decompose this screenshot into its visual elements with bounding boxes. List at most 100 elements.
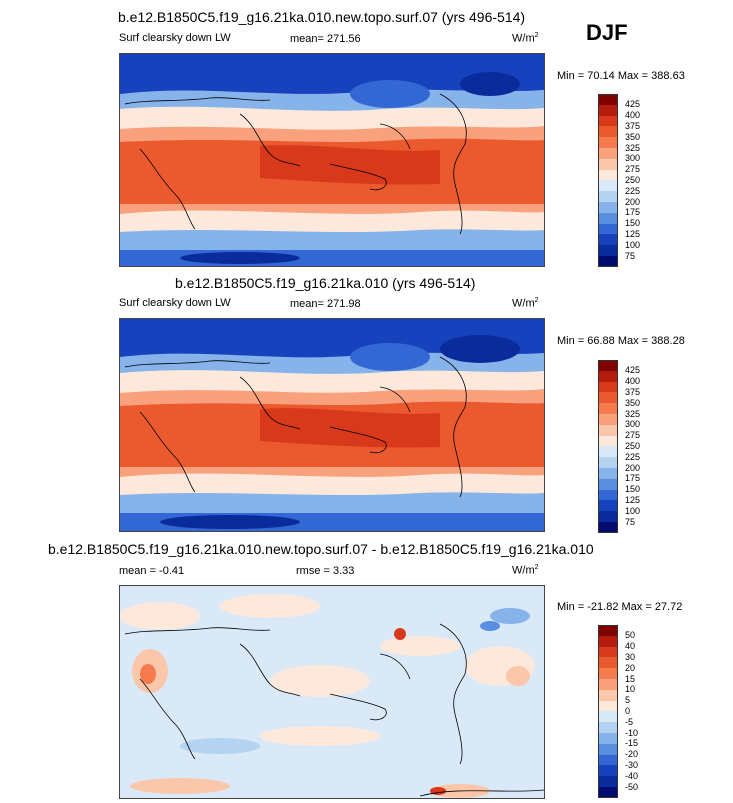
- colorbar-tick-label: 50: [625, 630, 636, 641]
- colorbar-tick-label: -20: [625, 749, 639, 760]
- colorbar-tick-label: 425: [625, 365, 641, 376]
- colorbar-segment: [598, 786, 618, 798]
- colorbar-tick-label: 175: [625, 207, 641, 218]
- colorbar-tick-label: 300: [625, 419, 641, 430]
- colorbar-tick-label: 15: [625, 673, 636, 684]
- colorbar-segment: [598, 732, 618, 744]
- colorbar-segment: [598, 413, 618, 425]
- panel3-map: [119, 585, 545, 799]
- colorbar-segment: [598, 115, 618, 127]
- colorbar-tick-label: 75: [625, 516, 636, 527]
- colorbar-segment: [598, 489, 618, 501]
- colorbar-segment: [598, 743, 618, 755]
- season-label: DJF: [586, 20, 628, 45]
- colorbar-tick-label: 375: [625, 386, 641, 397]
- colorbar-segment: [598, 212, 618, 224]
- panel1-minmax: Min = 70.14 Max = 388.63: [557, 70, 685, 82]
- colorbar-tick-label: -50: [625, 781, 639, 792]
- colorbar-tick-label: 20: [625, 662, 636, 673]
- colorbar-tick-label: 275: [625, 430, 641, 441]
- panel3-title: b.e12.B1850C5.f19_g16.21ka.010.new.topo.…: [48, 541, 594, 557]
- colorbar-segment: [598, 511, 618, 522]
- colorbar-segment: [598, 201, 618, 213]
- colorbar-tick-label: 350: [625, 397, 641, 408]
- colorbar-segment: [598, 180, 618, 192]
- colorbar-tick-label: 150: [625, 484, 641, 495]
- colorbar-tick-label: 100: [625, 505, 641, 516]
- panel2-title: b.e12.B1850C5.f19_g16.21ka.010 (yrs 496-…: [175, 275, 476, 291]
- colorbar-segment: [598, 370, 618, 382]
- colorbar-tick-label: 400: [625, 376, 641, 387]
- colorbar-tick-label: 0: [625, 705, 631, 716]
- panel1-mean: mean= 271.56: [290, 33, 361, 45]
- panel3-units: W/m2: [512, 564, 539, 577]
- colorbar-segment: [598, 467, 618, 479]
- colorbar-segment: [598, 104, 618, 116]
- panel1-title: b.e12.B1850C5.f19_g16.21ka.010.new.topo.…: [118, 9, 526, 25]
- colorbar-tick-label: 275: [625, 164, 641, 175]
- panel2-minmax: Min = 66.88 Max = 388.28: [557, 335, 685, 347]
- panel1-variable: Surf clearsky down LW: [119, 32, 231, 44]
- colorbar-tick-label: 30: [625, 651, 636, 662]
- colorbar-segment: [598, 381, 618, 393]
- colorbar-segment: [598, 234, 618, 246]
- panel1-colorbar: [598, 94, 618, 267]
- colorbar-segment: [598, 403, 618, 414]
- panel2-variable: Surf clearsky down LW: [119, 297, 231, 309]
- colorbar-tick-label: 5: [625, 695, 631, 706]
- colorbar-segment: [598, 223, 618, 235]
- panel3-mean: mean = -0.41: [119, 565, 185, 577]
- colorbar-segment: [598, 765, 618, 777]
- colorbar-tick-label: 325: [625, 142, 641, 153]
- colorbar-tick-label: 150: [625, 218, 641, 229]
- colorbar-tick-label: 250: [625, 174, 641, 185]
- colorbar-segment: [598, 635, 618, 647]
- colorbar-tick-label: 100: [625, 239, 641, 250]
- colorbar-tick-label: 225: [625, 185, 641, 196]
- colorbar-tick-label: 250: [625, 440, 641, 451]
- colorbar-segment: [598, 169, 618, 181]
- colorbar-tick-label: 10: [625, 684, 636, 695]
- colorbar-tick-label: 40: [625, 641, 636, 652]
- colorbar-segment: [598, 700, 618, 712]
- colorbar-segment: [598, 657, 618, 669]
- panel3-colorbar: [598, 625, 618, 798]
- colorbar-segment: [598, 689, 618, 701]
- panel3-map-field: [120, 586, 544, 798]
- colorbar-tick-label: 300: [625, 153, 641, 164]
- colorbar-tick-label: 125: [625, 228, 641, 239]
- panel3-minmax: Min = -21.82 Max = 27.72: [557, 601, 683, 613]
- panel2-colorbar: [598, 360, 618, 533]
- colorbar-segment: [598, 191, 618, 202]
- colorbar-segment: [598, 245, 618, 256]
- panel2-mean: mean= 271.98: [290, 298, 361, 310]
- colorbar-tick-label: 200: [625, 196, 641, 207]
- colorbar-tick-label: 325: [625, 408, 641, 419]
- colorbar-segment: [598, 521, 618, 533]
- panel1-map-field: [120, 54, 544, 266]
- colorbar-segment: [598, 147, 618, 159]
- colorbar-tick-label: -40: [625, 770, 639, 781]
- colorbar-tick-label: -10: [625, 727, 639, 738]
- colorbar-segment: [598, 255, 618, 267]
- colorbar-segment: [598, 392, 618, 404]
- colorbar-tick-label: 200: [625, 462, 641, 473]
- colorbar-segment: [598, 424, 618, 436]
- colorbar-segment: [598, 722, 618, 733]
- colorbar-tick-label: -30: [625, 759, 639, 770]
- colorbar-segment: [598, 625, 618, 636]
- panel2-units: W/m2: [512, 297, 539, 310]
- colorbar-tick-label: 375: [625, 120, 641, 131]
- panel3-rmse: rmse = 3.33: [296, 565, 355, 577]
- panel2-map-field: [120, 319, 544, 531]
- colorbar-segment: [598, 446, 618, 458]
- colorbar-tick-label: 175: [625, 473, 641, 484]
- colorbar-segment: [598, 668, 618, 679]
- colorbar-segment: [598, 646, 618, 658]
- colorbar-tick-label: 225: [625, 451, 641, 462]
- colorbar-tick-label: 350: [625, 131, 641, 142]
- colorbar-segment: [598, 126, 618, 138]
- colorbar-tick-label: -15: [625, 738, 639, 749]
- colorbar-segment: [598, 678, 618, 690]
- colorbar-segment: [598, 776, 618, 787]
